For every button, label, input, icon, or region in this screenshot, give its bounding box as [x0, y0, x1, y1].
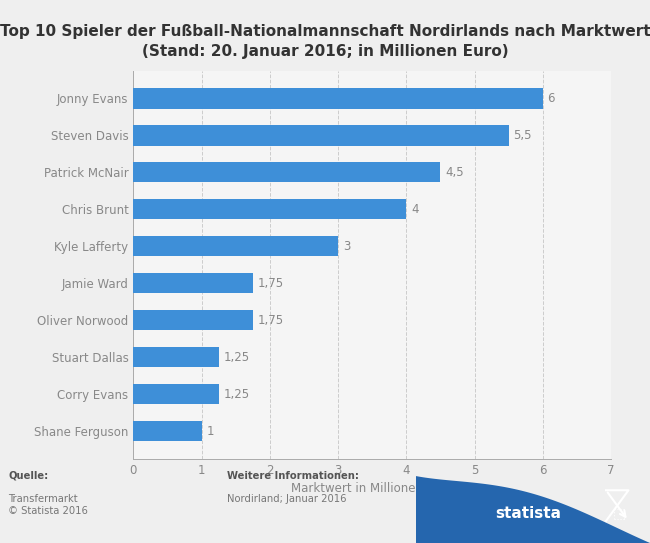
Text: Nordirland; Januar 2016: Nordirland; Januar 2016 — [227, 494, 347, 504]
Bar — [133, 162, 441, 182]
Bar — [133, 236, 338, 256]
Text: 1,75: 1,75 — [257, 277, 283, 290]
Text: 6: 6 — [547, 92, 555, 105]
Text: 4,5: 4,5 — [445, 166, 464, 179]
Bar — [133, 310, 253, 330]
Polygon shape — [416, 476, 650, 543]
Text: 5,5: 5,5 — [514, 129, 532, 142]
Text: Transfermarkt
© Statista 2016: Transfermarkt © Statista 2016 — [8, 494, 88, 516]
Bar — [133, 421, 202, 441]
Text: 3: 3 — [343, 239, 350, 252]
Text: 1,25: 1,25 — [224, 388, 250, 401]
Text: 1: 1 — [206, 425, 214, 438]
Bar — [133, 125, 508, 146]
X-axis label: Marktwert in Millionen Euro: Marktwert in Millionen Euro — [291, 482, 454, 495]
Text: Top 10 Spieler der Fußball-Nationalmannschaft Nordirlands nach Marktwert
(Stand:: Top 10 Spieler der Fußball-Nationalmanns… — [0, 24, 650, 59]
Text: ⬚: ⬚ — [613, 506, 626, 520]
Text: Weitere Informationen:: Weitere Informationen: — [227, 471, 359, 481]
Bar — [133, 384, 218, 404]
Bar — [133, 88, 543, 109]
Text: 4: 4 — [411, 203, 419, 216]
Bar — [133, 199, 406, 219]
Text: 1,25: 1,25 — [224, 351, 250, 364]
Text: Quelle:: Quelle: — [8, 471, 49, 481]
Text: 1,75: 1,75 — [257, 314, 283, 327]
Text: statista: statista — [495, 506, 562, 521]
Bar — [133, 273, 253, 293]
Bar — [133, 347, 218, 367]
